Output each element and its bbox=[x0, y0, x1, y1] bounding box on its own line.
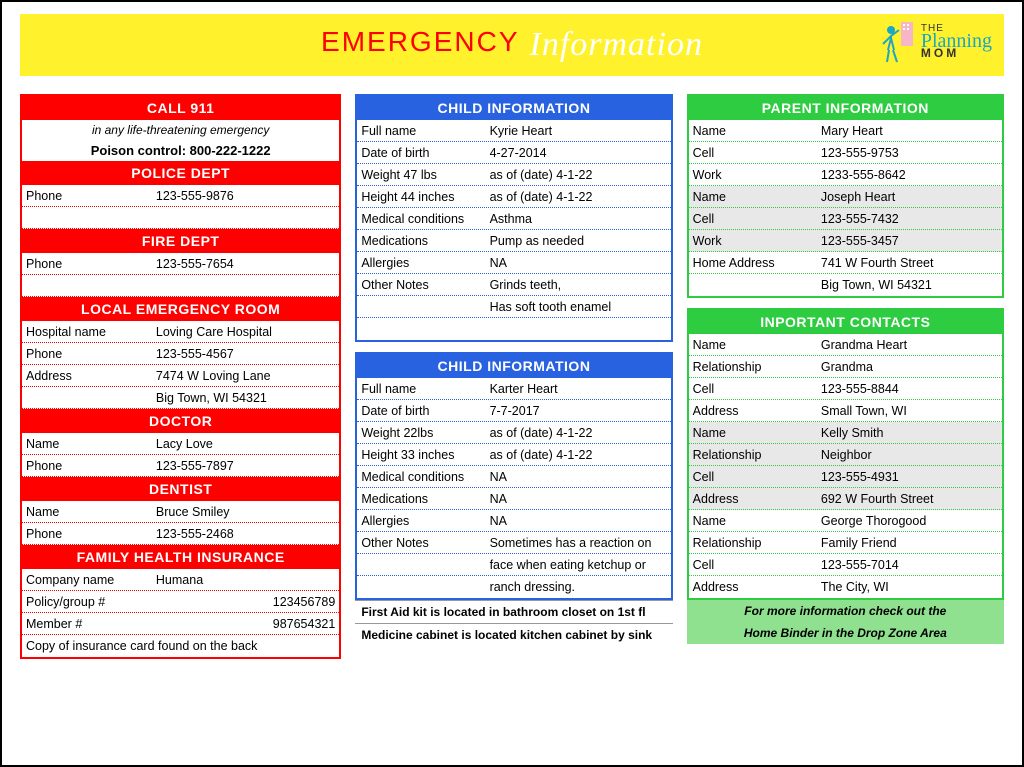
ic1-rel: RelationshipGrandma bbox=[689, 356, 1002, 378]
header-call911: CALL 911 bbox=[22, 96, 339, 120]
police-phone: Phone123-555-9876 bbox=[22, 185, 339, 207]
p2-work: Work123-555-3457 bbox=[689, 230, 1002, 252]
dentist-phone: Phone123-555-2468 bbox=[22, 523, 339, 545]
header-doctor: DOCTOR bbox=[22, 409, 339, 433]
header-child1: CHILD INFORMATION bbox=[357, 96, 670, 120]
c1-name: Full nameKyrie Heart bbox=[357, 120, 670, 142]
c1-notes: Other NotesGrinds teeth, bbox=[357, 274, 670, 296]
ins-copy: Copy of insurance card found on the back bbox=[22, 635, 339, 657]
logo-icon bbox=[881, 20, 915, 64]
c2-med: Medical conditionsNA bbox=[357, 466, 670, 488]
p1-work: Work1233-555-8642 bbox=[689, 164, 1002, 186]
header-fire: FIRE DEPT bbox=[22, 229, 339, 253]
logo: THE Planning MOM bbox=[881, 20, 992, 64]
c2-allergy: AllergiesNA bbox=[357, 510, 670, 532]
banner-word-information: Information bbox=[530, 26, 703, 64]
header-dentist: DENTIST bbox=[22, 477, 339, 501]
c1-notes2: Has soft tooth enamel bbox=[357, 296, 670, 318]
ic3-name: NameGeorge Thorogood bbox=[689, 510, 1002, 532]
ic2-cell: Cell123-555-4931 bbox=[689, 466, 1002, 488]
c2-height: Height 33 inchesas of (date) 4-1-22 bbox=[357, 444, 670, 466]
c1-rx: MedicationsPump as needed bbox=[357, 230, 670, 252]
header-er: LOCAL EMERGENCY ROOM bbox=[22, 297, 339, 321]
c2-notes2: face when eating ketchup or bbox=[357, 554, 670, 576]
banner-word-emergency: EMERGENCY bbox=[321, 26, 519, 64]
fire-phone: Phone123-555-7654 bbox=[22, 253, 339, 275]
er-addr2: Big Town, WI 54321 bbox=[22, 387, 339, 409]
c1-allergy: AllergiesNA bbox=[357, 252, 670, 274]
p1-cell: Cell123-555-9753 bbox=[689, 142, 1002, 164]
ic3-cell: Cell123-555-7014 bbox=[689, 554, 1002, 576]
sub-call911: in any life-threatening emergency bbox=[22, 120, 339, 140]
header-child2: CHILD INFORMATION bbox=[357, 354, 670, 378]
p1-name: NameMary Heart bbox=[689, 120, 1002, 142]
contacts-block: INPORTANT CONTACTS NameGrandma Heart Rel… bbox=[687, 308, 1004, 600]
blank-row bbox=[22, 207, 339, 229]
ic1-name: NameGrandma Heart bbox=[689, 334, 1002, 356]
p2-cell: Cell123-555-7432 bbox=[689, 208, 1002, 230]
banner: EMERGENCY Information THE Planning MOM bbox=[20, 14, 1004, 76]
poison-control: Poison control: 800-222-1222 bbox=[22, 140, 339, 161]
medicine-note: Medicine cabinet is located kitchen cabi… bbox=[355, 623, 672, 646]
header-contacts: INPORTANT CONTACTS bbox=[689, 310, 1002, 334]
ic3-addr: AddressThe City, WI bbox=[689, 576, 1002, 598]
ins-policy: Policy/group #123456789 bbox=[22, 591, 339, 613]
doctor-name: NameLacy Love bbox=[22, 433, 339, 455]
header-police: POLICE DEPT bbox=[22, 161, 339, 185]
c1-dob: Date of birth4-27-2014 bbox=[357, 142, 670, 164]
er-phone: Phone123-555-4567 bbox=[22, 343, 339, 365]
er-addr: Address7474 W Loving Lane bbox=[22, 365, 339, 387]
blank-row bbox=[357, 318, 670, 340]
banner-title: EMERGENCY Information bbox=[321, 26, 703, 64]
ic2-name: NameKelly Smith bbox=[689, 422, 1002, 444]
child1-block: CHILD INFORMATION Full nameKyrie Heart D… bbox=[355, 94, 672, 342]
col-children: CHILD INFORMATION Full nameKyrie Heart D… bbox=[355, 94, 672, 659]
ic1-addr: AddressSmall Town, WI bbox=[689, 400, 1002, 422]
c2-notes: Other NotesSometimes has a reaction on bbox=[357, 532, 670, 554]
columns: CALL 911 in any life-threatening emergen… bbox=[20, 94, 1004, 659]
ic1-cell: Cell123-555-8844 bbox=[689, 378, 1002, 400]
c1-height: Height 44 inchesas of (date) 4-1-22 bbox=[357, 186, 670, 208]
col-emergency: CALL 911 in any life-threatening emergen… bbox=[20, 94, 341, 659]
c2-dob: Date of birth7-7-2017 bbox=[357, 400, 670, 422]
parent-block: PARENT INFORMATION NameMary Heart Cell12… bbox=[687, 94, 1004, 298]
c1-med: Medical conditionsAsthma bbox=[357, 208, 670, 230]
header-insurance: FAMILY HEALTH INSURANCE bbox=[22, 545, 339, 569]
c2-notes3: ranch dressing. bbox=[357, 576, 670, 598]
home-addr2: Big Town, WI 54321 bbox=[689, 274, 1002, 296]
c1-weight: Weight 47 lbsas of (date) 4-1-22 bbox=[357, 164, 670, 186]
c2-rx: MedicationsNA bbox=[357, 488, 670, 510]
footer2: Home Binder in the Drop Zone Area bbox=[687, 622, 1004, 644]
home-addr: Home Address741 W Fourth Street bbox=[689, 252, 1002, 274]
c2-name: Full nameKarter Heart bbox=[357, 378, 670, 400]
p2-name: NameJoseph Heart bbox=[689, 186, 1002, 208]
blank-row bbox=[22, 275, 339, 297]
er-hospital: Hospital nameLoving Care Hospital bbox=[22, 321, 339, 343]
doctor-phone: Phone123-555-7897 bbox=[22, 455, 339, 477]
col-parent: PARENT INFORMATION NameMary Heart Cell12… bbox=[687, 94, 1004, 659]
ic2-rel: RelationshipNeighbor bbox=[689, 444, 1002, 466]
ins-company: Company nameHumana bbox=[22, 569, 339, 591]
ic2-addr: Address692 W Fourth Street bbox=[689, 488, 1002, 510]
firstaid-note: First Aid kit is located in bathroom clo… bbox=[355, 600, 672, 623]
header-parent: PARENT INFORMATION bbox=[689, 96, 1002, 120]
footer1: For more information check out the bbox=[687, 600, 1004, 622]
logo-text: THE Planning MOM bbox=[921, 25, 992, 59]
dentist-name: NameBruce Smiley bbox=[22, 501, 339, 523]
c2-weight: Weight 22lbsas of (date) 4-1-22 bbox=[357, 422, 670, 444]
ins-member: Member #987654321 bbox=[22, 613, 339, 635]
child2-block: CHILD INFORMATION Full nameKarter Heart … bbox=[355, 352, 672, 600]
ic3-rel: RelationshipFamily Friend bbox=[689, 532, 1002, 554]
